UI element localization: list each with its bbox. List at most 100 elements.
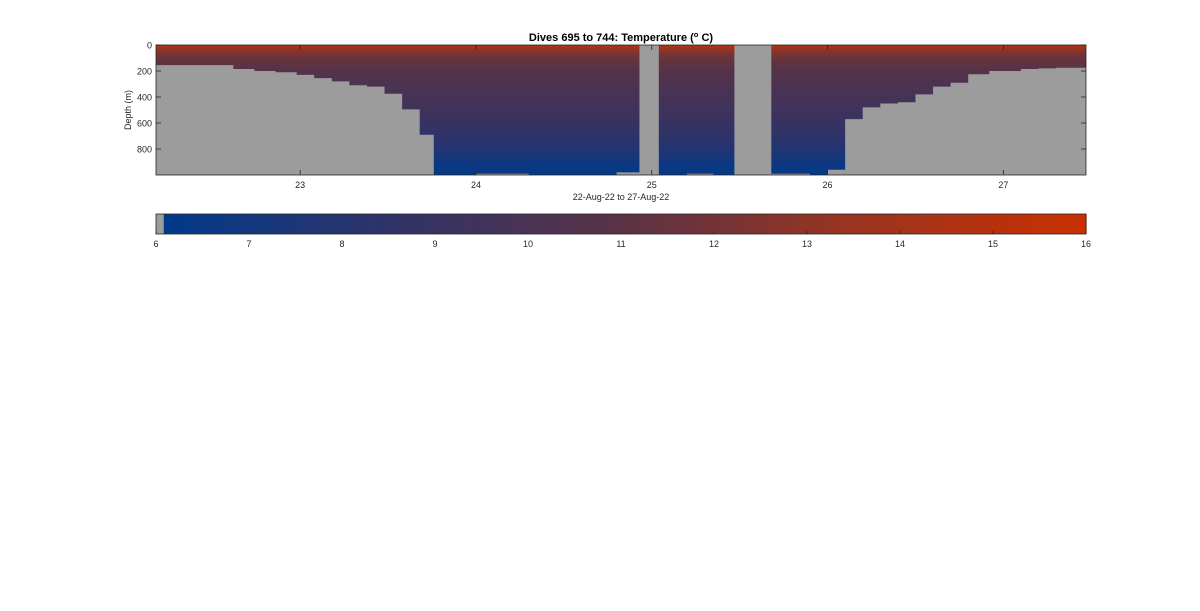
y-tick-label: 200	[137, 67, 152, 77]
colorbar-segment	[892, 214, 901, 234]
colorbar-segment	[1031, 214, 1041, 234]
heatmap-cell	[156, 45, 1086, 47]
colorbar-segment	[466, 214, 475, 234]
colorbar-segment	[683, 214, 692, 234]
heatmap-cell	[156, 133, 1086, 136]
colorbar-tick-label: 14	[895, 239, 905, 249]
heatmap-cell	[156, 120, 1086, 123]
heatmap-cell	[156, 65, 1086, 68]
colorbar-segment	[318, 214, 328, 234]
heatmap-cell	[156, 139, 1086, 142]
colorbar-segment	[1016, 214, 1025, 234]
y-tick-label: 600	[137, 119, 152, 129]
heatmap-cell	[156, 77, 1086, 80]
heatmap-cell	[156, 124, 1086, 127]
x-tick-label: 25	[647, 180, 657, 190]
colorbar-segment	[326, 214, 335, 234]
colorbar: 6 7 8 9 10 11 12 13 14 15 16	[153, 213, 1091, 249]
colorbar-segment	[644, 214, 653, 234]
data-gap-mask	[734, 45, 772, 175]
heatmap-cell	[156, 162, 1086, 164]
colorbar-segment	[171, 214, 180, 234]
colorbar-segment	[876, 214, 886, 234]
heatmap-cell	[156, 143, 1086, 146]
title-prefix: Dives 695 to 744: Temperature (	[529, 32, 694, 44]
heatmap-cell	[156, 104, 1086, 107]
colorbar-segment	[698, 214, 707, 234]
colorbar-segment	[946, 214, 955, 234]
colorbar-segment	[721, 214, 731, 234]
colorbar-segment	[512, 214, 521, 234]
colorbar-segment	[489, 214, 498, 234]
plot-frame	[155, 44, 1087, 176]
colorbar-tick-label: 9	[432, 239, 437, 249]
heatmap-cell	[156, 123, 1086, 125]
colorbar-segment	[1055, 214, 1064, 234]
colorbar-segment	[520, 214, 529, 234]
heatmap-cell	[156, 136, 1086, 138]
colorbar-segment	[559, 214, 568, 234]
colorbar-segment	[597, 214, 607, 234]
data-gap-mask	[639, 45, 659, 175]
colorbar-segment	[628, 214, 638, 234]
colorbar-segment	[218, 214, 227, 234]
colorbar-segment	[442, 214, 452, 234]
colorbar-segment	[241, 214, 250, 234]
colorbar-segment	[357, 214, 366, 234]
colorbar-segment	[737, 214, 746, 234]
colorbar-segment	[334, 214, 343, 234]
heatmap-cell	[156, 125, 1086, 128]
colorbar-segment	[574, 214, 583, 234]
x-tick-label: 24	[471, 180, 481, 190]
colorbar-segment	[311, 214, 320, 234]
colorbar-segment	[799, 214, 808, 234]
heatmap-cell	[156, 84, 1086, 86]
colorbar-segment	[915, 214, 924, 234]
colorbar-tick-label: 12	[709, 239, 719, 249]
colorbar-segment	[396, 214, 405, 234]
colorbar-segment	[1078, 214, 1087, 234]
y-axis-label: Depth (m)	[123, 90, 133, 130]
colorbar-segment	[1062, 214, 1072, 234]
colorbar-segment	[613, 214, 622, 234]
colorbar-tick-label: 8	[339, 239, 344, 249]
heatmap-cell	[156, 80, 1086, 82]
heatmap-cell	[156, 155, 1086, 158]
heatmap-cell	[156, 51, 1086, 54]
colorbar-segment	[187, 214, 196, 234]
colorbar-segment	[621, 214, 630, 234]
colorbar-segment	[969, 214, 979, 234]
heatmap-cell	[156, 121, 1086, 124]
heatmap-cell	[156, 151, 1086, 154]
colorbar-segment	[404, 214, 413, 234]
heatmap-cell	[156, 149, 1086, 151]
colorbar-segment	[411, 214, 421, 234]
missing-data-mask	[156, 45, 1086, 175]
heatmap-cell	[156, 130, 1086, 133]
colorbar-segment	[342, 214, 351, 234]
heatmap-cell	[156, 167, 1086, 170]
colorbar-tick-label: 7	[246, 239, 251, 249]
heatmap-cell	[156, 110, 1086, 112]
colorbar-segment	[853, 214, 862, 234]
y-tick-label: 800	[137, 145, 152, 155]
colorbar-segment	[582, 214, 591, 234]
heatmap-cell	[156, 128, 1086, 131]
heatmap-cell	[156, 99, 1086, 102]
heatmap-cell	[156, 85, 1086, 88]
colorbar-segment	[202, 214, 211, 234]
heatmap-cell	[156, 90, 1086, 93]
colorbar-tick-label: 13	[802, 239, 812, 249]
heatmap-cell	[156, 59, 1086, 62]
y-tick-label: 0	[147, 41, 152, 51]
heatmap-cell	[156, 60, 1086, 63]
heatmap-cell	[156, 108, 1086, 111]
heatmap-cell	[156, 94, 1086, 97]
heatmap-cell	[156, 117, 1086, 120]
colorbar-segment	[1024, 214, 1033, 234]
heatmap-cell	[156, 89, 1086, 92]
heatmap-cell	[156, 119, 1086, 121]
colorbar-segment	[272, 214, 281, 234]
heatmap-cell	[156, 69, 1086, 72]
heatmap-cell	[156, 48, 1086, 51]
